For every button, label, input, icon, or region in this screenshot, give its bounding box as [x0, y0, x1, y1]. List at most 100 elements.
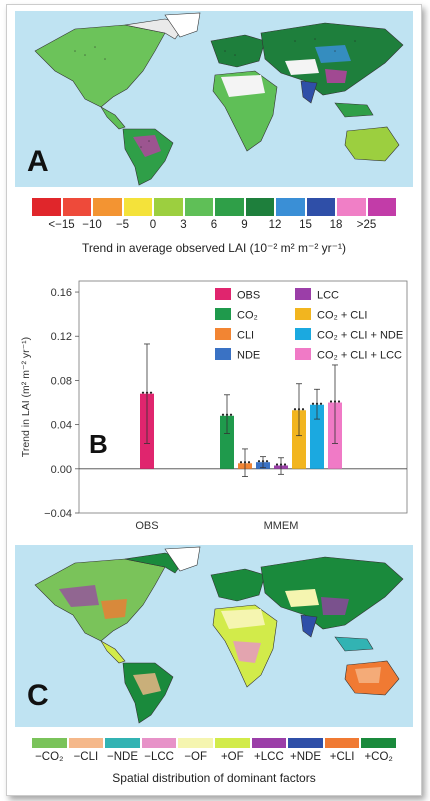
legend-swatch — [295, 348, 311, 360]
colorbar-swatch — [104, 737, 141, 749]
panel-letter-c: C — [27, 679, 49, 712]
colorbar-a — [31, 197, 397, 217]
colorbar-tick-label: −CLI — [73, 751, 99, 763]
y-tick-label: 0.12 — [51, 331, 72, 343]
colorbar-swatch — [323, 737, 361, 749]
colorbar-a-caption: Trend in average observed LAI (10⁻² m² m… — [82, 241, 346, 255]
model-dot — [145, 391, 149, 394]
model-dot — [149, 391, 153, 394]
colorbar-tick-label: +NDE — [290, 751, 321, 763]
colorbar-tick-label: +OF — [220, 751, 244, 763]
legend-swatch — [215, 308, 231, 320]
model-dot — [311, 402, 315, 405]
model-dot — [297, 408, 301, 411]
colorbar-tick-label: 9 — [241, 219, 248, 231]
colorbar-tick-label: 12 — [268, 219, 282, 231]
colorbar-swatch — [305, 197, 336, 217]
legend-label: CLI — [237, 330, 254, 342]
legend-swatch — [215, 348, 231, 360]
y-tick-label: 0.04 — [51, 420, 72, 432]
colorbar-tick-label: 15 — [299, 219, 312, 231]
colorbar-tick-label: −CO₂ — [35, 751, 64, 763]
x-label-obs: OBS — [135, 520, 158, 532]
colorbar-tick-label: >25 — [356, 219, 377, 231]
model-dot — [275, 463, 279, 466]
colorbar-swatch — [287, 737, 324, 749]
colorbar-swatch — [360, 737, 397, 749]
figure-frame: A <−15 −10 −5 0 3 6 9 12 15 18 >25 Trend in averag… — [6, 4, 422, 796]
colorbar-swatch — [213, 737, 251, 749]
y-tick-label: 0.00 — [51, 464, 72, 476]
model-dot — [319, 402, 323, 405]
colorbar-tick-label: 6 — [210, 219, 218, 231]
model-dot — [333, 400, 337, 403]
bar-co-cli — [292, 410, 306, 469]
colorbar-tick-label: −10 — [82, 219, 102, 231]
colorbar-tick-label: +LCC — [254, 751, 284, 763]
x-label-mmem: MMEM — [264, 520, 299, 532]
y-tick-label: 0.08 — [51, 375, 72, 387]
model-dot — [283, 463, 287, 466]
model-dot — [337, 400, 341, 403]
colorbar-tick-label: <−15 — [48, 219, 75, 231]
legend-swatch — [295, 308, 311, 320]
model-dot — [229, 413, 233, 416]
model-dot — [265, 460, 269, 463]
model-dot — [301, 408, 305, 411]
colorbar-c-caption: Spatial distribution of dominant factors — [112, 771, 316, 785]
legend-label: CO₂ + CLI — [317, 310, 367, 322]
colorbar-tick-label: +CO₂ — [364, 751, 393, 763]
model-dot — [279, 463, 283, 466]
colorbar-swatch — [275, 197, 306, 217]
colorbar-c — [31, 737, 397, 749]
panel-c: C −CO₂ −CLI −NDE −LCC −OF +OF +LCC +NDE +CLI +CO₂… — [7, 539, 421, 795]
colorbar-tick-label: 3 — [180, 219, 187, 231]
world-map-c — [34, 546, 404, 724]
colorbar-tick-label: −NDE — [107, 751, 138, 763]
panel-a: A <−15 −10 −5 0 3 6 9 12 15 18 >25 Trend in averag… — [7, 5, 421, 267]
colorbar-swatch — [31, 197, 62, 217]
colorbar-swatch — [61, 197, 92, 217]
colorbar-tick-label: 18 — [329, 219, 343, 231]
colorbar-swatch — [92, 197, 123, 217]
model-dot — [329, 400, 333, 403]
legend-label: OBS — [237, 290, 260, 302]
colorbar-swatch — [183, 197, 214, 217]
model-dot — [315, 402, 319, 405]
model-dot — [293, 408, 297, 411]
colorbar-swatch — [122, 197, 153, 217]
panel-letter-b: B — [89, 429, 108, 459]
colorbar-tick-label: −LCC — [144, 751, 174, 763]
legend-swatch — [295, 288, 311, 300]
panel-letter-a: A — [27, 145, 49, 178]
colorbar-swatch — [244, 197, 275, 217]
colorbar-a-tick-labels: <−15 −10 −5 0 3 6 9 12 15 18 >25 — [31, 219, 397, 235]
legend-swatch — [215, 328, 231, 340]
plot-frame — [78, 280, 408, 514]
colorbar-swatch — [67, 737, 105, 749]
lai-trend-bar-chart: 0.16 0.12 0.08 0.04 0.00 −0.04 Trend in LAI (m… — [20, 280, 408, 532]
colorbar-tick-label: 0 — [149, 219, 157, 231]
legend-label: CO₂ + CLI + LCC — [317, 350, 402, 362]
model-dot — [221, 413, 225, 416]
colorbar-swatch — [366, 197, 397, 217]
colorbar-swatch — [140, 737, 178, 749]
legend-swatch — [295, 328, 311, 340]
legend-swatch — [215, 288, 231, 300]
model-dot — [141, 391, 145, 394]
bar-co-cli-nde — [310, 404, 324, 469]
panel-b: 0.16 0.12 0.08 0.04 0.00 −0.04 Trend in LAI (m… — [7, 267, 421, 539]
y-tick-label: −0.04 — [44, 508, 72, 520]
y-axis-label: Trend in LAI (m² m⁻² yr⁻¹) — [20, 337, 32, 457]
model-dot — [247, 461, 251, 464]
world-map-a — [34, 12, 404, 186]
model-dot — [225, 413, 229, 416]
colorbar-swatch — [214, 197, 245, 217]
bar-co- — [220, 415, 234, 469]
legend-label: LCC — [317, 290, 339, 302]
legend-label: NDE — [237, 350, 260, 362]
colorbar-tick-label: −OF — [184, 751, 208, 763]
legend-label: CO₂ + CLI + NDE — [317, 330, 403, 342]
colorbar-c-tick-labels: −CO₂ −CLI −NDE −LCC −OF +OF +LCC +NDE +CLI +CO₂ — [31, 751, 397, 767]
model-dot — [257, 460, 261, 463]
